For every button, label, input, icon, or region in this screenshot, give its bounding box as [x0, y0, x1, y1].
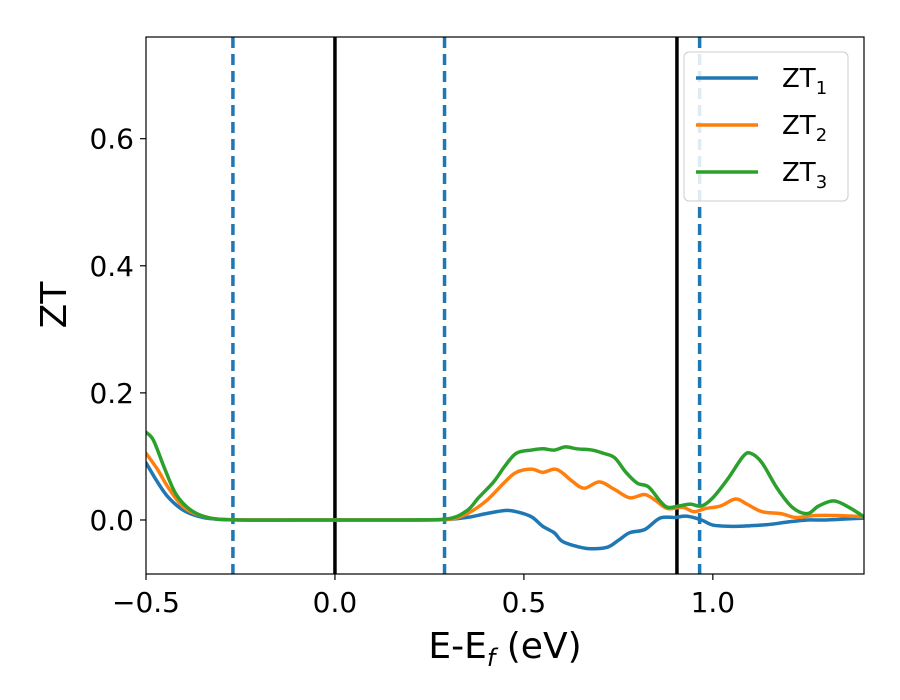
y-axis: 0.0 0.2 0.4 0.6: [89, 123, 146, 537]
legend-label-zt1: ZT1: [782, 64, 827, 99]
reference-lines: [231, 37, 702, 574]
y-axis-title: ZT: [34, 281, 75, 329]
x-tick-label: −0.5: [112, 586, 180, 619]
x-axis-title: E-Ef (eV): [428, 626, 581, 672]
y-tick-label: 0.0: [89, 504, 134, 537]
y-tick-label: 0.2: [89, 377, 134, 410]
series-line-zt3: [146, 430, 864, 522]
legend-label-zt2: ZT2: [782, 111, 827, 146]
y-tick-label: 0.4: [89, 250, 134, 283]
series-line-zt1: [146, 461, 864, 551]
x-tick-label: 1.0: [691, 586, 736, 619]
y-tick-label: 0.6: [89, 123, 134, 156]
legend-label-zt3: ZT3: [782, 158, 827, 193]
legend-box: [683, 51, 849, 202]
legend: ZT1 ZT2 ZT3: [683, 51, 849, 202]
x-axis: −0.5 0.0 0.5 1.0: [112, 574, 735, 619]
x-axis-title-unit: (eV): [495, 626, 581, 667]
series-layer: [146, 430, 864, 551]
x-tick-label: 0.0: [313, 586, 358, 619]
x-tick-label: 0.5: [502, 586, 547, 619]
plot-frame: [145, 36, 865, 575]
